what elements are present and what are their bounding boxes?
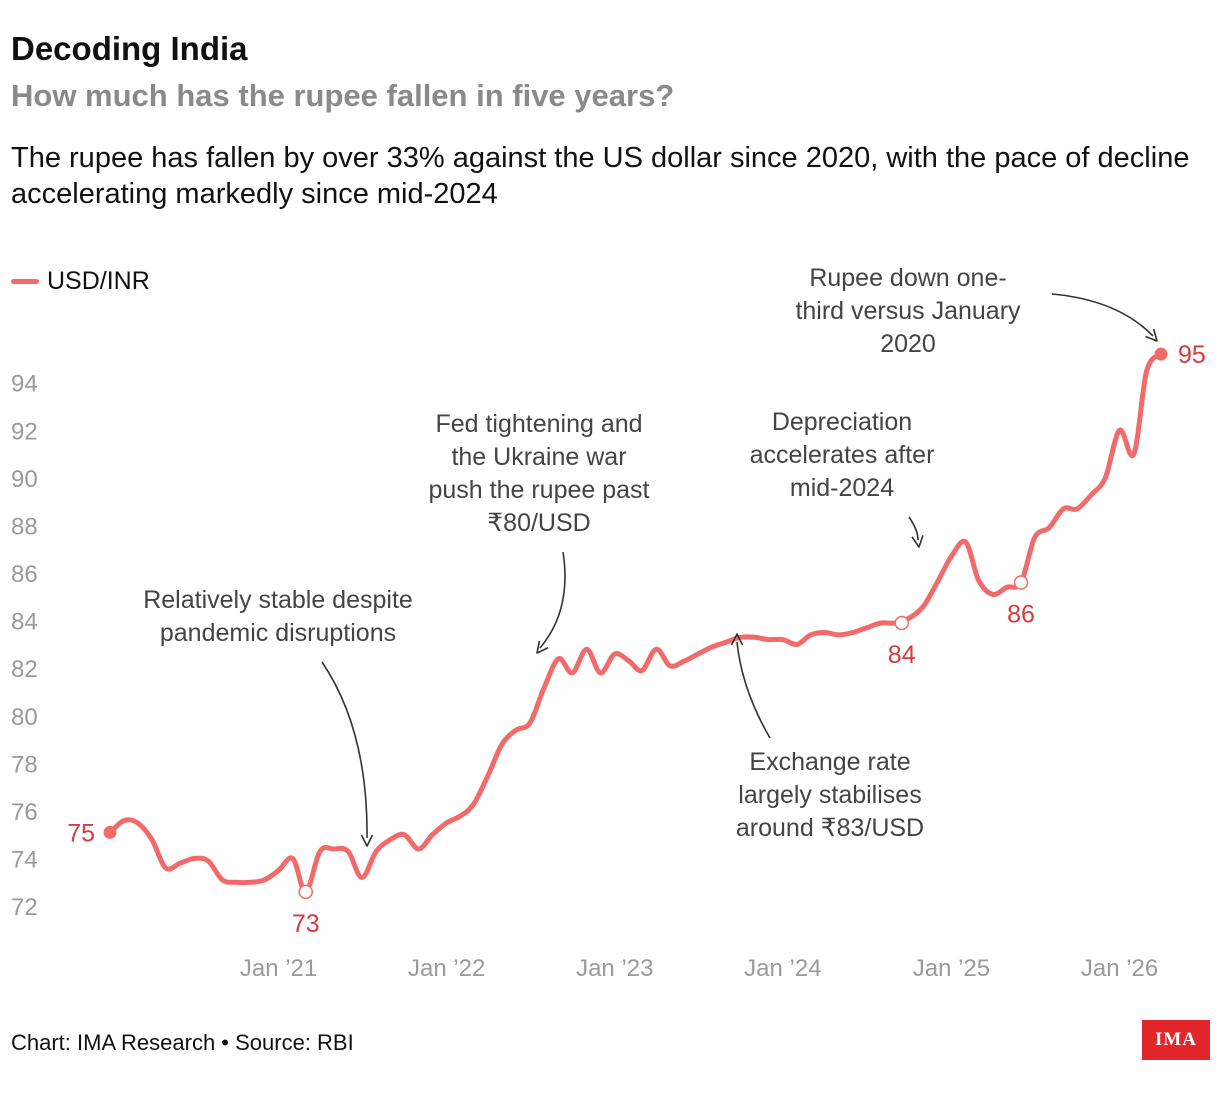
annotation-fed-line-3: push the rupee past	[429, 476, 650, 504]
y-tick-label-78: 78	[11, 751, 38, 778]
y-tick-label-80: 80	[11, 704, 38, 731]
annotation-arrow-accelerates	[908, 516, 919, 541]
annotation-arrow-stabilises	[736, 641, 771, 739]
y-tick-label-82: 82	[11, 656, 38, 683]
y-tick-label-88: 88	[11, 513, 38, 540]
point-label-84: 84	[888, 641, 916, 669]
x-tick-label-2026-01: Jan ’26	[1081, 955, 1158, 982]
point-label-75: 75	[67, 819, 95, 847]
annotation-arrow-third	[1051, 293, 1154, 337]
annotation-accelerates-line-3: mid-2024	[790, 474, 894, 502]
y-tick-label-72: 72	[11, 894, 38, 921]
x-tick-label-2021-01: Jan ’21	[240, 955, 317, 982]
x-tick-label-2023-01: Jan ’23	[576, 955, 653, 982]
y-tick-label-90: 90	[11, 466, 38, 493]
point-marker-75	[103, 825, 117, 839]
annotation-arrowhead-stabilises	[730, 633, 744, 646]
annotation-third-line-2: third versus January	[795, 297, 1021, 325]
annotation-arrowhead-third	[1145, 328, 1158, 342]
point-label-86: 86	[1007, 601, 1035, 629]
annotation-arrow-stable	[321, 661, 368, 839]
annotation-stable-line-1: Relatively stable despite	[143, 586, 413, 614]
annotation-fed-line-1: Fed tightening and	[435, 410, 642, 438]
y-tick-label-76: 76	[11, 799, 38, 826]
y-tick-label-86: 86	[11, 561, 38, 588]
point-label-73: 73	[292, 910, 320, 938]
chart-kicker: Decoding India	[11, 30, 248, 67]
annotation-fed-line-4: ₹80/USD	[487, 509, 590, 537]
point-marker-86	[1013, 575, 1029, 590]
annotation-arrowhead-accelerates	[911, 535, 924, 548]
point-marker-84	[894, 615, 909, 631]
chart-title: How much has the rupee fallen in five ye…	[11, 78, 675, 113]
point-label-95: 95	[1178, 341, 1206, 369]
legend: USD/INR	[11, 266, 150, 296]
y-tick-label-74: 74	[11, 847, 38, 874]
y-tick-label-92: 92	[11, 418, 38, 445]
ima-logo: IMA	[1142, 1020, 1210, 1060]
annotation-stabilises-line-3: around ₹83/USD	[736, 814, 924, 842]
annotation-accelerates-line-2: accelerates after	[750, 441, 935, 469]
point-marker-73	[298, 884, 313, 900]
chart-subtitle: The rupee has fallen by over 33% against…	[11, 142, 1190, 210]
point-marker-95	[1154, 347, 1168, 361]
annotation-third-line-3: 2020	[880, 330, 936, 358]
y-tick-label-84: 84	[11, 609, 38, 636]
annotation-arrowhead-stable	[360, 834, 374, 847]
annotation-fed-line-2: the Ukraine war	[451, 443, 626, 471]
annotation-stable-line-2: pandemic disruptions	[160, 619, 396, 647]
annotation-stabilises-line-1: Exchange rate	[749, 748, 910, 776]
annotation-accelerates-line-1: Depreciation	[772, 408, 912, 436]
annotation-third-line-1: Rupee down one-	[809, 264, 1006, 292]
legend-label-usd-inr: USD/INR	[47, 266, 150, 295]
x-tick-label-2022-01: Jan ’22	[408, 955, 485, 982]
x-tick-label-2024-01: Jan ’24	[744, 955, 821, 982]
x-tick-label-2025-01: Jan ’25	[913, 955, 990, 982]
annotation-stabilises-line-2: largely stabilises	[738, 781, 921, 809]
legend-swatch-usd-inr	[11, 278, 39, 284]
annotation-arrowhead-fed	[536, 640, 549, 654]
y-tick-label-94: 94	[11, 371, 38, 398]
series-line-usd-inr	[107, 351, 1164, 895]
source-credit: Chart: IMA Research • Source: RBI	[11, 1030, 354, 1055]
annotation-arrow-fed	[539, 551, 566, 649]
